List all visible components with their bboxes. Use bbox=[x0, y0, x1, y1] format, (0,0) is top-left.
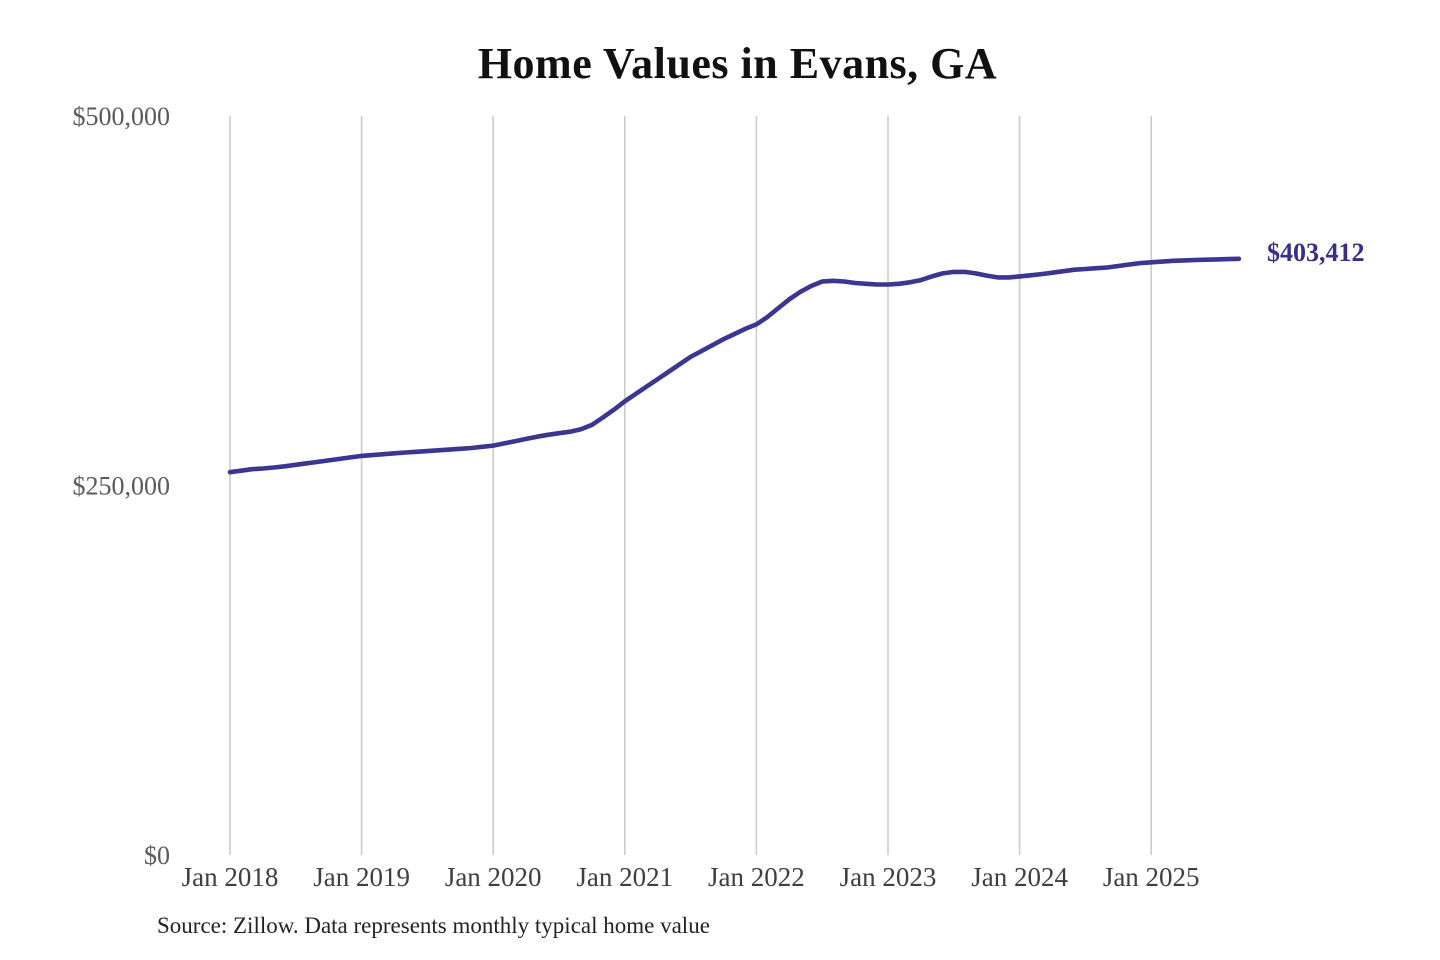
latest-value-label: $403,412 bbox=[1267, 238, 1365, 267]
x-tick-label: Jan 2019 bbox=[313, 862, 410, 892]
x-tick-label: Jan 2020 bbox=[445, 862, 542, 892]
x-tick-label: Jan 2024 bbox=[971, 862, 1068, 892]
source-note: Source: Zillow. Data represents monthly … bbox=[157, 913, 710, 938]
y-tick-label: $0 bbox=[144, 841, 170, 870]
gridlines-group bbox=[229, 116, 1152, 855]
x-tick-label: Jan 2025 bbox=[1103, 862, 1200, 892]
x-axis-tick-labels: Jan 2018 Jan 2019 Jan 2020 Jan 2021 Jan 2022… bbox=[182, 862, 1200, 892]
y-tick-label: $500,000 bbox=[73, 102, 171, 131]
y-tick-label: $250,000 bbox=[73, 472, 171, 501]
x-tick-label: Jan 2022 bbox=[708, 862, 805, 892]
y-axis-tick-labels: $0 $250,000 $500,000 bbox=[73, 102, 171, 870]
x-tick-label: Jan 2023 bbox=[840, 862, 937, 892]
home-value-line bbox=[227, 256, 1242, 475]
chart-title: Home Values in Evans, GA bbox=[477, 39, 998, 88]
x-tick-label: Jan 2018 bbox=[182, 862, 279, 892]
x-tick-label: Jan 2021 bbox=[576, 862, 673, 892]
